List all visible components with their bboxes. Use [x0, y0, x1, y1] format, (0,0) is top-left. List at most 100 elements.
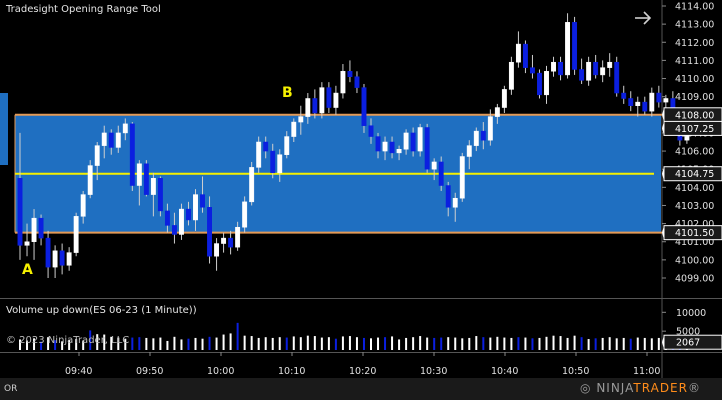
volume-tick-label: 10000: [676, 308, 706, 319]
candle-body: [445, 185, 451, 208]
candle-body: [480, 130, 486, 141]
candle-body: [52, 250, 58, 268]
candle-body: [31, 217, 37, 242]
candle-body: [87, 165, 93, 195]
candle-body: [164, 210, 170, 226]
price-badge-pointer: [662, 166, 664, 181]
brand-right: TRADER: [633, 381, 688, 395]
candle-body: [171, 225, 177, 235]
time-tick-label: 10:30: [420, 366, 447, 377]
candle-body: [207, 207, 212, 257]
candle-body: [487, 116, 493, 141]
time-tick-label: 10:10: [278, 366, 305, 377]
candle-body: [200, 194, 205, 208]
candle-body: [129, 123, 135, 186]
candle-body: [635, 101, 641, 106]
candle-body: [284, 136, 290, 155]
candle-body: [270, 150, 276, 174]
candle-body: [249, 167, 255, 203]
candle-body: [347, 71, 353, 77]
candle-body: [621, 92, 627, 99]
candle-body: [558, 61, 563, 76]
price-tick-label: 4104.00: [675, 183, 714, 194]
candle-body: [494, 107, 500, 117]
candle-body: [24, 241, 30, 246]
copyright-text: © 2023 NinjaTrader, LLC: [6, 335, 130, 346]
candle-body: [214, 243, 220, 257]
volume-badge-label: 2067: [676, 338, 700, 349]
price-badge-label: 4104.75: [675, 169, 714, 180]
candle-body: [193, 194, 198, 221]
candle-body: [522, 43, 528, 68]
time-tick-label: 10:50: [562, 366, 589, 377]
candle-body: [642, 101, 648, 112]
candle-body: [544, 71, 549, 96]
candle-body: [115, 132, 121, 148]
arrow-right-icon[interactable]: [632, 8, 654, 28]
time-tick-label: 09:40: [65, 366, 92, 377]
price-tick-label: 4106.00: [675, 147, 714, 158]
candle-body: [607, 61, 613, 68]
candle-body: [326, 87, 332, 108]
candle-body: [80, 194, 86, 217]
candle-body: [38, 217, 44, 239]
candle-body: [572, 22, 578, 70]
candle-body: [179, 208, 184, 235]
candle-body: [277, 154, 283, 174]
ninjatrader-logo: ◎ NINJATRADER®: [580, 381, 701, 395]
price-badge-pointer: [662, 121, 664, 136]
candle-body: [368, 125, 374, 137]
candle-body: [508, 61, 514, 90]
candle-body: [375, 136, 381, 152]
candle-body: [452, 197, 458, 208]
candle-body: [157, 178, 163, 212]
candle-body: [600, 67, 606, 76]
candle-body: [424, 127, 430, 170]
candle-body: [417, 127, 423, 152]
candle-body: [593, 61, 599, 76]
candle-body: [263, 141, 269, 152]
candle-body: [403, 132, 409, 150]
price-tick-label: 4100.00: [675, 255, 714, 266]
candle-body: [319, 87, 325, 114]
price-badge-pointer: [662, 225, 664, 240]
price-tick-label: 4103.00: [675, 201, 714, 212]
brand-left: NINJA: [596, 381, 634, 395]
price-badge-pointer: [662, 107, 664, 122]
left-edge-marker: [0, 93, 8, 165]
time-tick-label: 10:20: [349, 366, 376, 377]
brand-suffix: ®: [687, 381, 701, 395]
candle-body: [221, 237, 227, 244]
candle-body: [586, 61, 592, 81]
candle-body: [101, 132, 107, 146]
candle-body: [515, 43, 521, 63]
candle-body: [354, 76, 360, 88]
price-tick-label: 4101.00: [675, 237, 714, 248]
candle-body: [94, 145, 100, 166]
logo-icon: ◎: [580, 381, 592, 395]
candle-body: [66, 252, 72, 266]
candle-body: [45, 237, 51, 268]
candle-body: [656, 92, 662, 103]
candle-body: [361, 87, 367, 126]
candle-body: [551, 61, 556, 72]
candle-body: [565, 22, 571, 76]
price-tick-label: 4113.00: [675, 20, 714, 31]
candle-body: [312, 98, 318, 114]
price-badge-label: 4107.25: [675, 124, 714, 135]
candle-body: [136, 163, 142, 186]
candle-body: [459, 156, 465, 199]
price-tick-label: 4110.00: [675, 74, 714, 85]
candle-body: [663, 98, 669, 103]
candle-body: [17, 178, 23, 246]
candle-body: [382, 141, 388, 152]
candle-body: [389, 141, 395, 154]
candle-body: [396, 149, 402, 154]
candle-body: [143, 163, 149, 195]
price-tick-label: 4099.00: [675, 274, 714, 285]
price-tick-label: 4109.00: [675, 92, 714, 103]
candle-body: [333, 92, 339, 108]
candle-body: [235, 226, 241, 248]
